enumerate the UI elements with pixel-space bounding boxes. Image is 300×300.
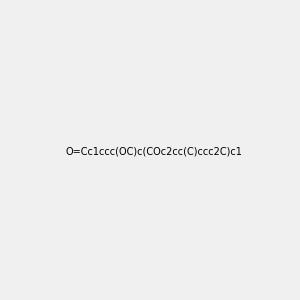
Text: O=Cc1ccc(OC)c(COc2cc(C)ccc2C)c1: O=Cc1ccc(OC)c(COc2cc(C)ccc2C)c1 <box>65 146 242 157</box>
